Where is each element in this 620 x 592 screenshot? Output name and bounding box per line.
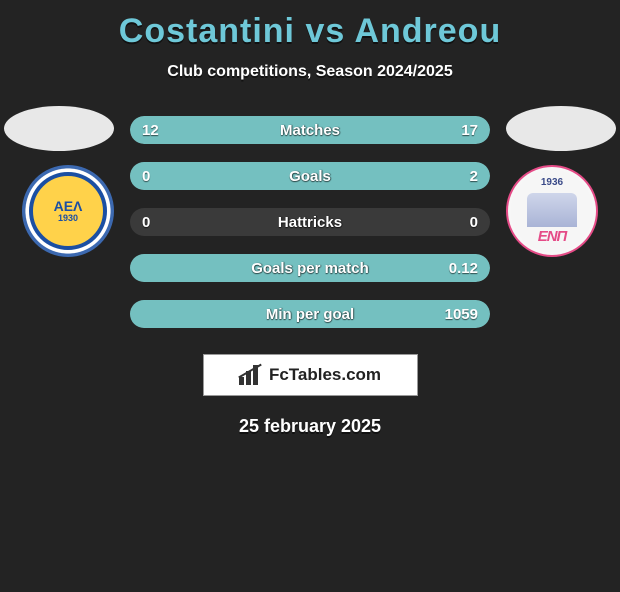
subtitle: Club competitions, Season 2024/2025 (0, 63, 620, 81)
badge-right-year: 1936 (541, 177, 563, 188)
stat-row: 12Matches17 (130, 116, 490, 144)
badge-right-letters: ENΠ (538, 228, 567, 245)
player-photo-right (506, 106, 616, 151)
comparison-area: ΑΕΛ 1930 1936 ENΠ 12Matches170Goals20Hat… (0, 106, 620, 336)
stat-label: Goals per match (130, 260, 490, 277)
stat-value-right: 0 (470, 214, 478, 231)
stat-label: Min per goal (130, 306, 490, 323)
stat-value-right: 1059 (445, 306, 478, 323)
stat-row: Min per goal1059 (130, 300, 490, 328)
stat-label: Goals (130, 168, 490, 185)
branding-box[interactable]: FcTables.com (203, 354, 418, 396)
stat-rows: 12Matches170Goals20Hattricks0Goals per m… (130, 116, 490, 346)
badge-left-letters: ΑΕΛ (54, 199, 83, 214)
brand-text: FcTables.com (269, 365, 381, 385)
club-badge-right: 1936 ENΠ (506, 165, 598, 257)
club-badge-left: ΑΕΛ 1930 (22, 165, 114, 257)
stat-value-right: 2 (470, 168, 478, 185)
badge-left-year: 1930 (54, 213, 83, 223)
chart-icon (239, 365, 263, 385)
stat-value-right: 17 (461, 122, 478, 139)
date-line: 25 february 2025 (0, 416, 620, 437)
stat-value-right: 0.12 (449, 260, 478, 277)
stat-row: Goals per match0.12 (130, 254, 490, 282)
stat-label: Hattricks (130, 214, 490, 231)
stat-row: 0Hattricks0 (130, 208, 490, 236)
stat-row: 0Goals2 (130, 162, 490, 190)
badge-right-graphic (527, 193, 577, 227)
stat-label: Matches (130, 122, 490, 139)
page-title: Costantini vs Andreou (0, 12, 620, 51)
player-photo-left (4, 106, 114, 151)
